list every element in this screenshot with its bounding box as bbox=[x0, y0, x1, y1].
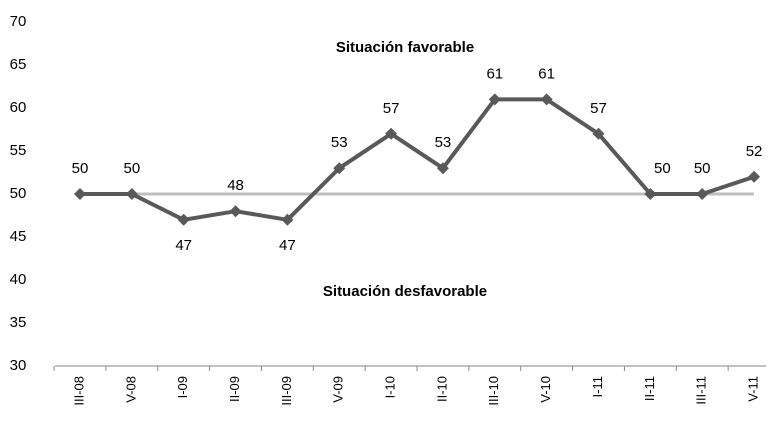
marker bbox=[125, 188, 138, 200]
series-line bbox=[80, 97, 755, 222]
marker bbox=[540, 93, 553, 106]
marker bbox=[281, 213, 294, 226]
data-label: 47 bbox=[279, 237, 296, 254]
x-tick-label: III-10 bbox=[486, 376, 501, 406]
x-tick-label: V-11 bbox=[745, 376, 760, 402]
x-tick-label: II-10 bbox=[434, 376, 449, 402]
data-label: 48 bbox=[227, 177, 244, 194]
y-tick-label: 65 bbox=[10, 56, 27, 73]
data-label: 52 bbox=[746, 143, 763, 160]
marker bbox=[385, 127, 398, 140]
x-tick-label: II-09 bbox=[227, 376, 242, 402]
x-tick-label: V-10 bbox=[538, 376, 553, 403]
y-tick-label: 30 bbox=[10, 357, 27, 374]
data-label: 61 bbox=[486, 65, 503, 82]
y-tick-label: 70 bbox=[10, 13, 27, 30]
marker bbox=[592, 127, 605, 140]
marker bbox=[748, 170, 761, 183]
x-tick-label: III-11 bbox=[694, 376, 709, 405]
y-tick-label: 40 bbox=[10, 271, 27, 288]
marker bbox=[696, 188, 709, 200]
marker bbox=[488, 93, 501, 106]
x-tick-label: I-11 bbox=[590, 376, 605, 397]
marker bbox=[333, 162, 346, 175]
y-tick-label: 50 bbox=[10, 185, 27, 202]
y-tick-label: 45 bbox=[10, 228, 27, 245]
data-label: 57 bbox=[383, 100, 400, 117]
marker bbox=[644, 188, 657, 200]
x-tick-label: V-08 bbox=[123, 376, 138, 403]
marker bbox=[229, 205, 242, 218]
data-label: 53 bbox=[435, 134, 452, 151]
x-tick-label: III-08 bbox=[71, 376, 86, 406]
x-tick-label: I-09 bbox=[175, 376, 190, 398]
data-label: 50 bbox=[694, 160, 711, 177]
y-tick-label: 60 bbox=[10, 99, 27, 116]
data-label: 53 bbox=[331, 134, 348, 151]
x-tick-label: I-10 bbox=[383, 376, 398, 398]
x-tick-label: II-11 bbox=[642, 376, 657, 401]
y-tick-label: 55 bbox=[10, 142, 27, 159]
data-label: 47 bbox=[175, 237, 192, 254]
annotation: Situación favorable bbox=[336, 39, 474, 56]
data-label: 50 bbox=[124, 160, 141, 177]
annotation: Situación desfavorable bbox=[323, 283, 487, 300]
x-tick-label: III-09 bbox=[279, 376, 294, 406]
marker bbox=[74, 188, 86, 200]
data-label: 50 bbox=[72, 160, 89, 177]
y-tick-label: 35 bbox=[10, 314, 27, 331]
data-label: 61 bbox=[538, 65, 555, 82]
marker bbox=[436, 162, 449, 175]
data-label: 50 bbox=[654, 160, 671, 177]
data-label: 57 bbox=[590, 100, 607, 117]
x-tick-label: V-09 bbox=[331, 376, 346, 403]
marker bbox=[177, 213, 190, 226]
